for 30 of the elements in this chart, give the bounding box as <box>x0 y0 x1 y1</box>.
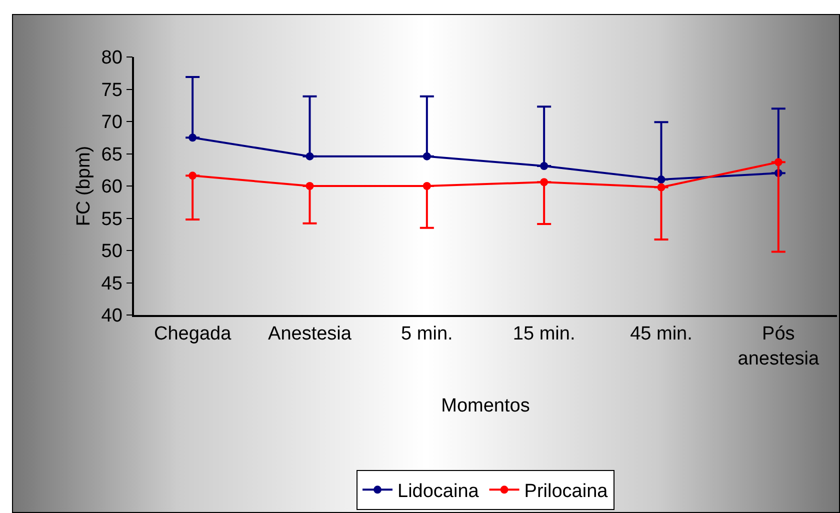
point <box>306 182 314 190</box>
y-tick-label: 70 <box>101 112 122 134</box>
x-tick-label: 15 min. <box>512 324 576 345</box>
point <box>188 134 197 142</box>
y-tick-label: 40 <box>101 306 122 327</box>
point <box>422 182 431 190</box>
x-tick-label: Pós anestesia <box>738 324 820 370</box>
x-tick-label: Chegada <box>154 324 232 345</box>
point <box>540 178 548 186</box>
x-tick-label: 5 min. <box>401 324 453 345</box>
y-tick-label: 65 <box>101 144 122 166</box>
y-tick-label: 45 <box>101 273 122 294</box>
x-axis-title: Momentos <box>441 396 530 417</box>
x-tick-label: 45 min. <box>630 324 692 345</box>
y-tick-label: 60 <box>101 176 122 198</box>
y-tick-label: 55 <box>101 208 122 230</box>
y-tick-label: 80 <box>101 48 122 69</box>
point <box>306 152 314 160</box>
y-tick-label: 50 <box>101 241 122 262</box>
point <box>774 158 782 166</box>
legend-label: Prilocaina <box>524 481 608 502</box>
point <box>540 162 548 170</box>
point <box>657 176 666 184</box>
y-tick-label: 75 <box>101 80 122 101</box>
point <box>188 172 197 180</box>
point <box>657 183 666 192</box>
y-axis-title: FC (bpm) <box>74 146 95 226</box>
point <box>422 152 431 160</box>
legend-label: Lidocaina <box>398 481 480 502</box>
x-tick-label: Anestesia <box>268 324 352 345</box>
